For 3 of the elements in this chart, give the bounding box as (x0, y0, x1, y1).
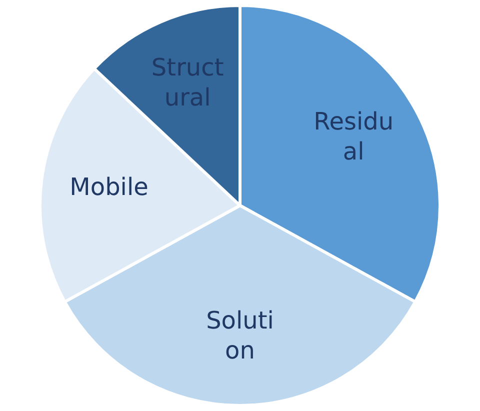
slice-label: Solution (206, 306, 274, 365)
slice-label: Residual (314, 108, 394, 166)
slice-label: Mobile (70, 173, 148, 202)
